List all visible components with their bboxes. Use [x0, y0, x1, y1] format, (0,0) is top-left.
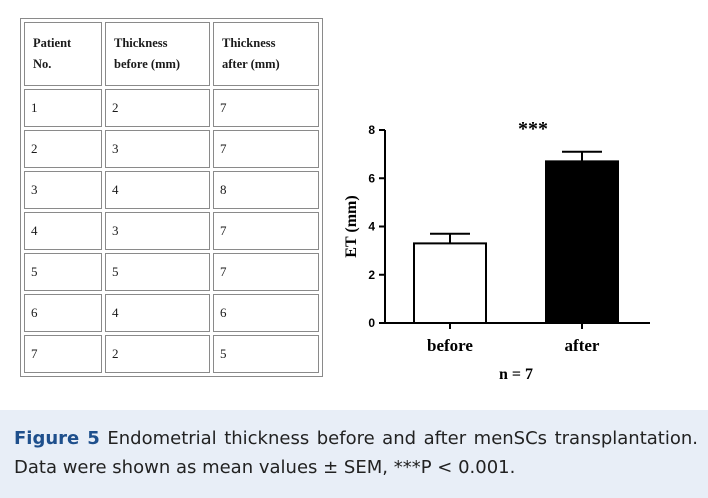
y-tick-label: 8 [368, 123, 375, 137]
bar-chart-svg: 0 2 4 6 8 ET (mm) before after n = 7 *** [343, 118, 650, 383]
cell-thickness-after: 7 [213, 130, 319, 168]
x-tick-label-before: before [427, 336, 473, 355]
cell-thickness-after: 8 [213, 171, 319, 209]
header-thickness-before: Thickness before (mm) [105, 22, 210, 86]
header-line: before (mm) [114, 57, 181, 71]
header-line: after (mm) [222, 57, 280, 71]
y-tick-label: 4 [368, 220, 375, 234]
x-axis-label: n = 7 [499, 366, 533, 383]
significance-annotation: *** [518, 118, 548, 140]
figure-label: Figure 5 [14, 428, 100, 449]
figure-panel: Patient No. Thickness before (mm) Thickn… [0, 0, 708, 410]
caption-text: Endometrial thickness before and after m… [14, 428, 698, 478]
table-header-row: Patient No. Thickness before (mm) Thickn… [24, 22, 319, 86]
cell-thickness-after: 7 [213, 212, 319, 250]
cell-thickness-after: 5 [213, 335, 319, 373]
cell-thickness-before: 4 [105, 171, 210, 209]
patient-thickness-table: Patient No. Thickness before (mm) Thickn… [20, 18, 323, 377]
cell-patient-no: 1 [24, 89, 102, 127]
cell-patient-no: 5 [24, 253, 102, 291]
header-line: Patient [33, 36, 72, 50]
bar-chart: 0 2 4 6 8 ET (mm) before after n = 7 *** [330, 95, 700, 395]
cell-thickness-before: 5 [105, 253, 210, 291]
cell-patient-no: 6 [24, 294, 102, 332]
header-line: Thickness [222, 36, 276, 50]
cell-patient-no: 3 [24, 171, 102, 209]
cell-thickness-after: 7 [213, 89, 319, 127]
cell-thickness-before: 3 [105, 212, 210, 250]
cell-thickness-before: 2 [105, 335, 210, 373]
y-tick-label: 2 [368, 268, 375, 282]
cell-thickness-before: 4 [105, 294, 210, 332]
figure-caption: Figure 5 Endometrial thickness before an… [14, 424, 698, 482]
cell-thickness-before: 2 [105, 89, 210, 127]
header-line: No. [33, 57, 52, 71]
cell-patient-no: 2 [24, 130, 102, 168]
header-line: Thickness [114, 36, 168, 50]
x-tick-label-after: after [565, 336, 600, 355]
cell-thickness-after: 7 [213, 253, 319, 291]
cell-thickness-after: 6 [213, 294, 319, 332]
y-tick-label: 0 [368, 316, 375, 330]
bar-after [545, 160, 619, 324]
header-thickness-after: Thickness after (mm) [213, 22, 319, 86]
cell-thickness-before: 3 [105, 130, 210, 168]
header-patient-no: Patient No. [24, 22, 102, 86]
bar-before [413, 242, 487, 324]
y-axis-label: ET (mm) [343, 195, 360, 257]
cell-patient-no: 4 [24, 212, 102, 250]
y-tick-label: 6 [368, 171, 375, 185]
cell-patient-no: 7 [24, 335, 102, 373]
